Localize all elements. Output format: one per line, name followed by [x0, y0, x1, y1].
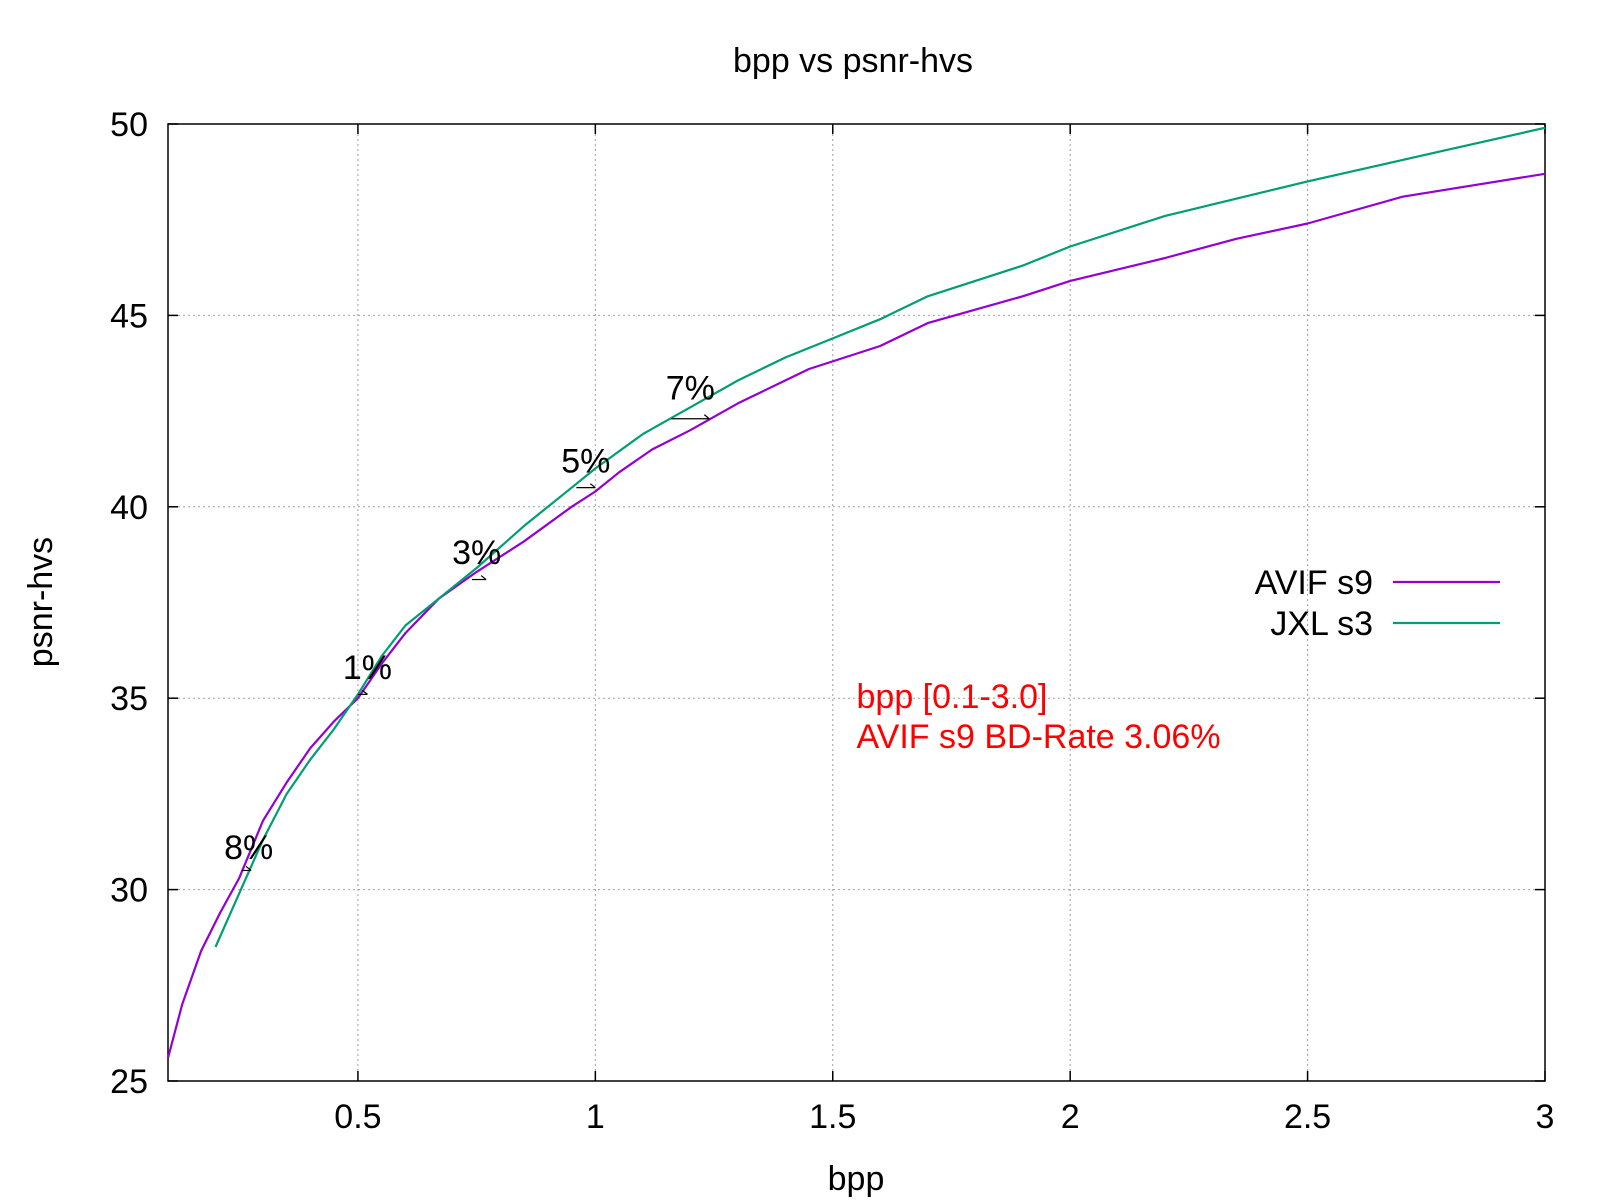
- annotation-bracket-arrow: [480, 575, 487, 581]
- x-tick-label: 3: [1536, 1098, 1555, 1136]
- y-tick-label: 40: [110, 489, 148, 527]
- annotation-bracket-arrow: [362, 689, 368, 695]
- bd-rate-annotation: 3%: [452, 534, 501, 572]
- bd-rate-note-line: AVIF s9 BD-Rate 3.06%: [857, 718, 1221, 756]
- y-axis-label: psnr-hvs: [22, 537, 60, 667]
- annotation-bracket-arrow: [703, 414, 710, 420]
- series-layer: [166, 126, 1546, 1059]
- legend-label: AVIF s9: [1255, 564, 1373, 602]
- annotation-layer: 8% 1% 3% 5% 7%: [224, 370, 715, 872]
- tick-layer: 0.5 1 1.5 2 2.5 3 25 30 35 40 45 50: [110, 106, 1554, 1136]
- legend-label: JXL s3: [1270, 605, 1373, 643]
- series-line-avif-s9: [166, 172, 1546, 1059]
- x-tick-label: 2.5: [1284, 1098, 1331, 1136]
- series-line-jxl-s3: [214, 126, 1546, 948]
- bd-rate-note-line: bpp [0.1-3.0]: [857, 678, 1048, 716]
- plot-frame: [167, 123, 1546, 1082]
- x-tick-label: 0.5: [334, 1098, 381, 1136]
- bd-rate-annotation: 7%: [666, 370, 715, 408]
- x-tick-label: 1: [586, 1098, 605, 1136]
- y-tick-label: 35: [110, 680, 148, 718]
- x-tick-label: 1.5: [809, 1098, 856, 1136]
- y-tick-label: 50: [110, 106, 148, 144]
- x-axis-label: bpp: [828, 1160, 885, 1198]
- chart-title: bpp vs psnr-hvs: [733, 42, 973, 80]
- bd-rate-annotation: 8%: [224, 829, 273, 867]
- annotation-bracket-arrow: [245, 865, 252, 871]
- y-tick-label: 45: [110, 297, 148, 335]
- y-tick-label: 30: [110, 872, 148, 910]
- bd-rate-annotation: 1%: [343, 649, 392, 687]
- y-tick-label: 25: [110, 1063, 148, 1101]
- annotation-bracket-arrow: [589, 483, 596, 489]
- bd-rate-note: bpp [0.1-3.0]AVIF s9 BD-Rate 3.06%: [857, 678, 1221, 756]
- bd-rate-annotation: 5%: [561, 442, 610, 480]
- grid-layer: [168, 124, 1545, 1081]
- x-tick-label: 2: [1061, 1098, 1080, 1136]
